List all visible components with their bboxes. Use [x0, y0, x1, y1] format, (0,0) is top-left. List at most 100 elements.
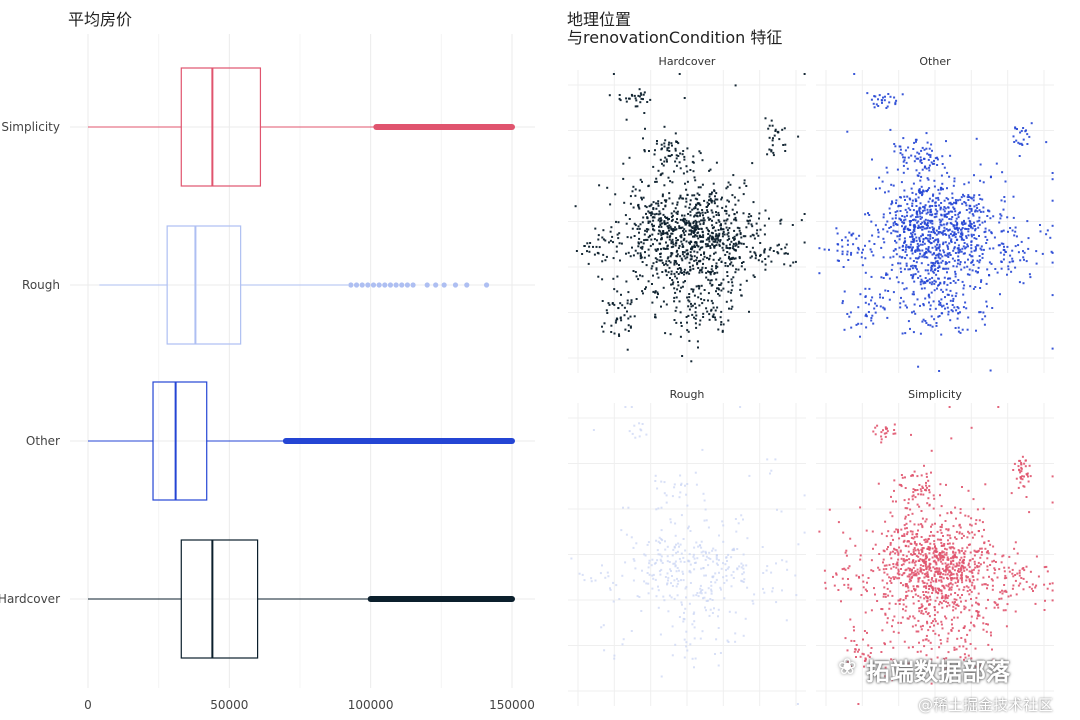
scatter-point [672, 245, 675, 248]
scatter-point [846, 313, 849, 315]
scatter-point [969, 551, 972, 554]
scatter-point [931, 205, 934, 207]
scatter-point [635, 298, 638, 300]
scatter-point [919, 283, 922, 286]
scatter-point [963, 625, 966, 628]
scatter-point [734, 632, 737, 635]
scatter-point [919, 156, 922, 159]
scatter-point [928, 164, 931, 167]
scatter-point [848, 565, 851, 568]
scatter-point [627, 330, 630, 332]
scatter-point [759, 228, 762, 231]
scatter-point [907, 245, 910, 248]
scatter-point [707, 238, 710, 241]
scatter-point [941, 523, 943, 526]
scatter-point [679, 290, 681, 293]
scatter-point [885, 427, 888, 430]
scatter-point [626, 302, 629, 305]
scatter-point [935, 567, 938, 570]
scatter-point [707, 599, 710, 602]
scatter-point [914, 250, 917, 252]
scatter-point [684, 218, 687, 221]
scatter-point [951, 566, 954, 569]
scatter-point [643, 91, 646, 94]
scatter-point [981, 253, 984, 255]
scatter-point [903, 288, 906, 291]
scatter-point [903, 539, 906, 542]
scatter-point [896, 561, 899, 564]
scatter-point [663, 263, 666, 266]
scatter-point [898, 145, 901, 148]
scatter-point [858, 575, 860, 578]
scatter-point [734, 218, 737, 221]
scatter-point [685, 249, 688, 252]
scatter-point [928, 169, 931, 172]
scatter-point [824, 581, 827, 584]
scatter-point [882, 228, 885, 231]
scatter-point [726, 567, 729, 570]
scatter-point [931, 213, 934, 216]
scatter-point [742, 212, 745, 215]
scatter-point [731, 194, 734, 197]
scatter-point [887, 190, 890, 193]
scatter-point [950, 629, 953, 631]
scatter-point [899, 152, 902, 155]
scatter-point [632, 579, 635, 582]
scatter-point [678, 616, 681, 618]
scatter-point [889, 553, 891, 556]
scatter-point [1021, 144, 1024, 146]
scatter-point [895, 223, 897, 225]
scatter-point [637, 94, 640, 97]
scatter-point [671, 554, 674, 557]
scatter-point [939, 525, 942, 528]
scatter-point [978, 565, 981, 568]
scatter-point [981, 583, 984, 586]
scatter-point [660, 305, 662, 308]
scatter-point [732, 570, 735, 573]
scatter-point [969, 224, 972, 227]
scatter-point [937, 232, 940, 235]
scatter-point [743, 268, 746, 271]
scatter-point [983, 323, 986, 326]
scatter-point [703, 299, 706, 302]
scatter-point [994, 561, 997, 563]
scatter-point [652, 216, 655, 219]
scatter-point [612, 73, 615, 75]
scatter-point [1002, 208, 1005, 211]
scatter-point [684, 280, 686, 283]
scatter-point [911, 495, 914, 498]
scatter-point [665, 501, 668, 504]
scatter-point [921, 547, 924, 550]
scatter-point [928, 296, 931, 299]
scatter-point [939, 557, 942, 560]
scatter-point [968, 532, 971, 535]
scatter-point [883, 241, 886, 244]
scatter-point [618, 335, 621, 337]
scatter-point [751, 233, 754, 236]
scatter-point [920, 191, 923, 194]
scatter-point [681, 226, 684, 229]
scatter-point [878, 94, 881, 97]
scatter-point [748, 213, 751, 215]
scatter-point [892, 538, 894, 541]
scatter-point [947, 212, 950, 215]
scatter-point [873, 243, 876, 245]
scatter-point [908, 580, 911, 583]
scatter-point [651, 216, 654, 219]
scatter-point [964, 202, 967, 205]
scatter-point [622, 162, 625, 165]
scatter-point [969, 196, 972, 199]
scatter-point [902, 554, 905, 557]
scatter-point [689, 258, 692, 261]
scatter-point [950, 222, 953, 225]
scatter-point [962, 567, 965, 570]
scatter-point [867, 303, 870, 306]
scatter-point [908, 246, 911, 249]
scatter-point [800, 219, 803, 222]
scatter-point [964, 640, 967, 643]
scatter-point [664, 269, 667, 272]
scatter-point [683, 97, 686, 99]
scatter-point [1020, 477, 1022, 480]
scatter-point [617, 237, 620, 240]
scatter-point [709, 245, 712, 248]
